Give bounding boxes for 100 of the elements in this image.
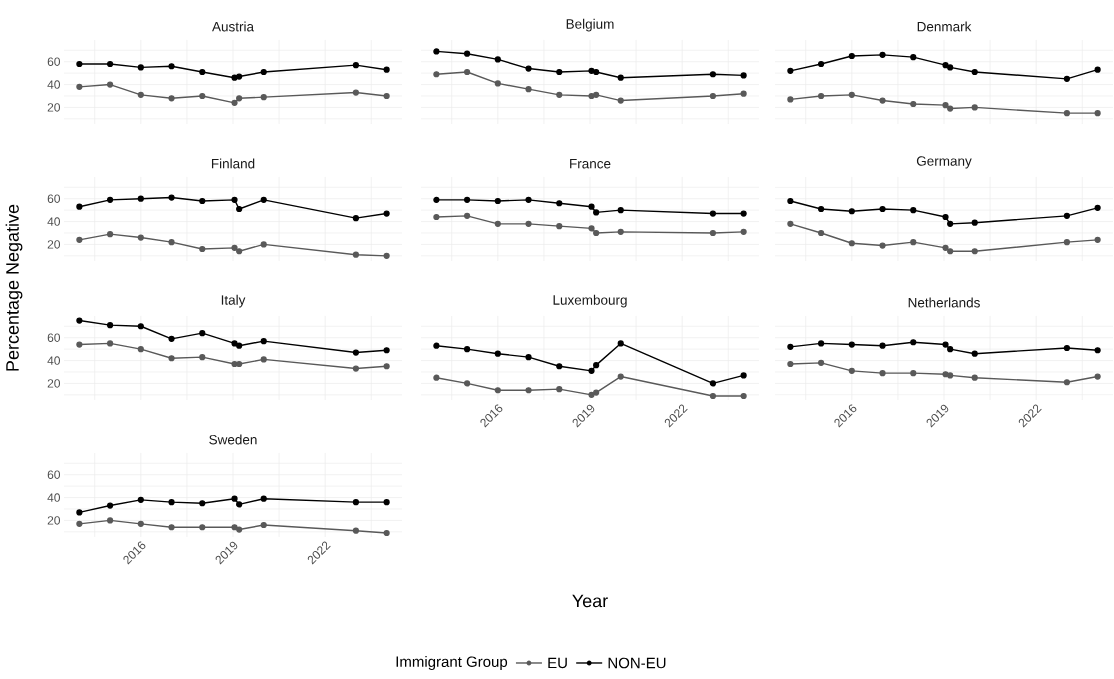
point bbox=[494, 56, 501, 63]
point bbox=[910, 207, 917, 214]
point bbox=[236, 342, 243, 349]
chart-title: Finland bbox=[211, 158, 255, 169]
point bbox=[817, 359, 825, 366]
point bbox=[740, 210, 747, 217]
point bbox=[910, 54, 917, 61]
point bbox=[525, 196, 532, 203]
point bbox=[971, 374, 978, 381]
point bbox=[199, 330, 206, 337]
point bbox=[352, 215, 360, 222]
point bbox=[1094, 373, 1101, 380]
point bbox=[556, 200, 563, 207]
y-tick-label: 20 bbox=[47, 379, 61, 388]
point bbox=[352, 527, 360, 534]
point bbox=[168, 524, 175, 531]
point bbox=[879, 342, 886, 349]
point bbox=[787, 343, 794, 350]
point bbox=[709, 210, 717, 217]
point bbox=[617, 373, 624, 380]
y-tick-label: 40 bbox=[47, 356, 61, 365]
point bbox=[76, 317, 83, 324]
point bbox=[231, 99, 238, 106]
point bbox=[260, 68, 267, 76]
point bbox=[352, 365, 360, 372]
point bbox=[848, 52, 855, 60]
point bbox=[942, 244, 949, 251]
point bbox=[168, 355, 175, 362]
point bbox=[76, 83, 83, 90]
point bbox=[168, 239, 175, 246]
y-tick-label: 20 bbox=[47, 103, 61, 112]
y-axis-title: Percentage Negative bbox=[5, 204, 23, 371]
point bbox=[260, 94, 267, 101]
point bbox=[383, 66, 390, 73]
point bbox=[199, 68, 206, 76]
point bbox=[137, 346, 144, 353]
point bbox=[168, 194, 175, 201]
point bbox=[107, 196, 114, 203]
point bbox=[352, 251, 360, 258]
point bbox=[1063, 212, 1071, 219]
point bbox=[593, 68, 600, 76]
point bbox=[433, 374, 440, 381]
point bbox=[593, 229, 600, 237]
point bbox=[236, 526, 243, 533]
point bbox=[231, 495, 238, 502]
point bbox=[709, 71, 717, 78]
point bbox=[525, 387, 532, 394]
point bbox=[879, 370, 886, 377]
point bbox=[231, 244, 238, 251]
point bbox=[910, 339, 917, 346]
point bbox=[137, 195, 144, 202]
point bbox=[617, 97, 624, 104]
point bbox=[168, 499, 175, 506]
point bbox=[942, 213, 949, 221]
point bbox=[787, 96, 794, 103]
point bbox=[556, 68, 563, 76]
point bbox=[107, 340, 114, 347]
point bbox=[236, 95, 243, 102]
y-tick-label: 20 bbox=[47, 516, 61, 525]
point bbox=[383, 210, 390, 217]
point bbox=[879, 97, 886, 104]
point bbox=[740, 90, 747, 97]
point bbox=[848, 341, 855, 348]
point bbox=[947, 105, 954, 112]
point bbox=[383, 347, 390, 354]
point bbox=[588, 367, 595, 374]
point bbox=[709, 92, 717, 100]
chart-title: France bbox=[570, 159, 611, 169]
point bbox=[1063, 239, 1071, 246]
point bbox=[464, 212, 471, 219]
point bbox=[947, 346, 954, 353]
y-tick-label: 60 bbox=[47, 333, 61, 342]
point bbox=[383, 363, 390, 370]
point bbox=[910, 239, 917, 246]
point bbox=[137, 323, 144, 330]
point bbox=[588, 67, 595, 74]
point bbox=[879, 51, 886, 58]
point bbox=[617, 340, 624, 347]
point bbox=[494, 350, 501, 357]
point bbox=[787, 67, 794, 74]
point bbox=[593, 91, 600, 98]
point bbox=[556, 386, 563, 393]
point bbox=[588, 203, 595, 210]
point bbox=[137, 496, 144, 503]
point bbox=[971, 248, 978, 255]
point bbox=[1063, 110, 1071, 117]
point bbox=[971, 68, 978, 76]
point bbox=[494, 387, 501, 394]
point bbox=[107, 502, 114, 509]
legend-title: Immigrant Group bbox=[396, 655, 508, 670]
point bbox=[352, 499, 360, 506]
point bbox=[107, 322, 114, 329]
point bbox=[942, 341, 949, 348]
point bbox=[588, 225, 595, 232]
point bbox=[352, 349, 360, 356]
point bbox=[1063, 379, 1071, 386]
point bbox=[107, 517, 114, 524]
point bbox=[593, 389, 600, 396]
point bbox=[494, 197, 501, 205]
point bbox=[236, 73, 243, 80]
